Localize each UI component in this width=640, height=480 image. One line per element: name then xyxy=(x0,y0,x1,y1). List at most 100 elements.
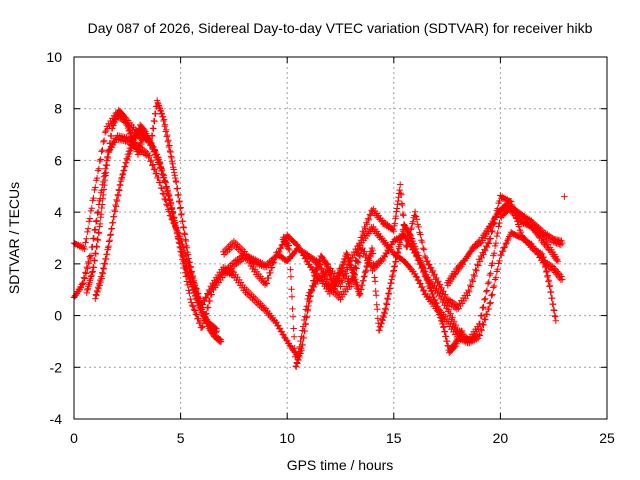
data-point xyxy=(439,318,447,325)
data-point xyxy=(499,247,507,255)
data-point xyxy=(490,284,497,291)
data-point xyxy=(465,287,472,294)
data-point xyxy=(263,280,270,287)
data-point xyxy=(179,217,186,225)
data-point xyxy=(413,216,421,223)
data-point xyxy=(100,173,108,180)
data-point xyxy=(476,258,484,265)
data-point xyxy=(288,293,296,300)
data-point xyxy=(435,306,442,313)
data-point xyxy=(406,231,413,239)
data-point xyxy=(433,300,440,308)
data-point xyxy=(337,270,344,277)
data-point xyxy=(306,297,313,305)
data-point xyxy=(359,281,366,289)
data-point xyxy=(440,324,447,331)
data-point xyxy=(492,274,500,281)
data-point xyxy=(436,281,444,288)
data-point xyxy=(286,253,294,260)
data-point xyxy=(392,258,400,265)
data-point xyxy=(351,272,358,280)
data-point xyxy=(124,156,131,164)
data-point xyxy=(103,251,111,258)
data-point xyxy=(503,239,510,247)
data-point xyxy=(362,267,370,274)
y-tick-label: 8 xyxy=(54,101,62,117)
data-point xyxy=(182,260,189,267)
data-point xyxy=(553,257,560,264)
data-point xyxy=(298,346,305,354)
data-point xyxy=(110,122,117,129)
data-point xyxy=(198,324,206,331)
data-point xyxy=(87,273,95,280)
data-point xyxy=(190,306,198,313)
data-point xyxy=(172,219,179,226)
data-point xyxy=(152,110,159,118)
data-point xyxy=(101,129,109,136)
data-point xyxy=(487,299,494,306)
data-point xyxy=(532,227,540,235)
data-point xyxy=(164,131,171,139)
data-point xyxy=(148,156,155,164)
data-point xyxy=(490,250,498,257)
data-point xyxy=(370,264,378,271)
data-point xyxy=(177,244,185,251)
data-point xyxy=(481,315,488,323)
data-point xyxy=(371,274,378,281)
data-point xyxy=(151,118,158,125)
data-point xyxy=(301,327,308,335)
data-point xyxy=(487,270,494,277)
data-point xyxy=(538,250,546,258)
data-point xyxy=(380,313,387,321)
y-tick-label: 10 xyxy=(46,49,62,65)
data-point xyxy=(299,341,306,349)
data-point xyxy=(484,239,492,246)
data-point xyxy=(80,280,87,287)
data-point xyxy=(387,280,395,287)
data-point xyxy=(479,304,486,312)
data-point xyxy=(437,312,444,319)
data-point xyxy=(398,236,405,244)
data-point xyxy=(445,306,453,313)
data-point xyxy=(168,154,175,162)
data-point xyxy=(422,268,429,275)
data-point xyxy=(184,267,191,274)
plot-frame xyxy=(73,56,608,420)
data-point xyxy=(87,252,95,259)
data-point xyxy=(306,293,314,300)
data-point xyxy=(115,192,122,200)
data-point xyxy=(483,243,491,251)
data-point xyxy=(189,303,197,310)
data-point xyxy=(120,167,128,174)
data-point xyxy=(175,236,183,243)
data-point xyxy=(141,126,148,134)
data-point xyxy=(163,126,170,134)
data-point xyxy=(113,114,120,121)
data-point xyxy=(428,287,435,294)
data-point xyxy=(204,291,212,298)
data-point xyxy=(466,281,474,289)
data-point xyxy=(356,290,363,297)
data-point xyxy=(125,153,132,161)
data-point xyxy=(181,230,188,237)
data-point xyxy=(286,246,293,254)
data-point xyxy=(412,213,420,220)
data-point xyxy=(93,292,100,299)
grid-lines xyxy=(74,57,607,419)
data-point xyxy=(390,267,397,274)
data-point xyxy=(494,229,501,237)
data-point xyxy=(92,250,100,258)
data-point xyxy=(113,196,120,204)
data-point xyxy=(472,266,479,273)
data-point xyxy=(430,293,437,301)
data-point xyxy=(534,229,541,236)
data-point xyxy=(476,332,484,339)
data-point xyxy=(175,191,182,198)
data-point xyxy=(161,178,169,185)
data-point xyxy=(174,192,182,199)
data-point xyxy=(183,244,191,251)
data-point xyxy=(172,177,180,185)
data-point xyxy=(116,187,123,194)
data-point xyxy=(82,270,90,277)
